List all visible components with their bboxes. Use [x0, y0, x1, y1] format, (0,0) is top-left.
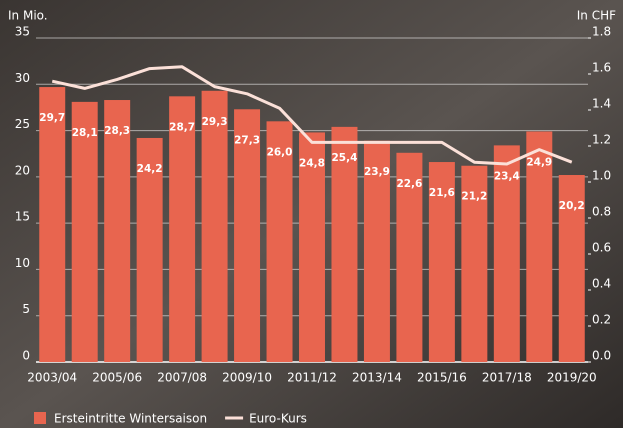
y2-tick-label: 1.8: [592, 25, 611, 39]
x-tick-label: 2015/16: [417, 371, 467, 385]
value-label: 21,2: [461, 191, 487, 203]
y-tick-label: 25: [15, 117, 30, 131]
bar: [39, 87, 66, 362]
y2-tick-label: 0.0: [592, 349, 611, 363]
value-label: 23,4: [494, 170, 520, 182]
value-label: 28,3: [104, 125, 130, 137]
x-tick-label: 2007/08: [157, 371, 207, 385]
x-tick-label: 2013/14: [352, 371, 402, 385]
bar: [299, 132, 325, 362]
y2-axis-label: In CHF: [577, 9, 616, 23]
legend-swatch: [34, 412, 46, 424]
value-label: 20,2: [559, 200, 585, 212]
bar: [71, 101, 98, 363]
bar: [104, 100, 131, 362]
value-label: 24,8: [299, 157, 325, 169]
value-label: 29,3: [202, 116, 228, 128]
x-tick-label: 2009/10: [222, 371, 272, 385]
bar: [461, 165, 488, 362]
value-label: 23,9: [364, 166, 390, 178]
value-label: 25,4: [332, 152, 358, 164]
y2-tick-label: 1.2: [592, 133, 611, 147]
x-tick-label: 2005/06: [92, 371, 142, 385]
legend-label: Ersteintritte Wintersaison: [54, 412, 207, 426]
value-label: 22,6: [396, 178, 422, 190]
y-tick-label: 10: [15, 256, 30, 270]
y-tick-label: 30: [15, 71, 30, 85]
bar: [169, 96, 196, 362]
y2-tick-label: 0.4: [592, 277, 611, 291]
bar: [234, 109, 261, 362]
value-label: 29,7: [39, 112, 65, 124]
y2-tick-label: 1.4: [592, 97, 611, 111]
y-tick-label: 15: [15, 210, 30, 224]
x-tick-label: 2003/04: [27, 371, 77, 385]
x-tick-label: 2017/18: [482, 371, 532, 385]
bar: [493, 145, 520, 362]
y2-tick-label: 0.2: [592, 313, 611, 327]
legend-label: Euro-Kurs: [249, 412, 307, 426]
y-tick-label: 0: [22, 349, 30, 363]
y-tick-label: 20: [15, 163, 30, 177]
y2-tick-label: 0.6: [592, 241, 611, 255]
bar: [266, 121, 293, 362]
bar: [201, 90, 228, 362]
bar: [396, 152, 423, 362]
line: [51, 65, 573, 166]
y2-tick-label: 0.8: [592, 205, 611, 219]
bar: [428, 162, 455, 362]
value-label: 21,6: [429, 187, 455, 199]
bar: [526, 131, 553, 362]
x-tick-label: 2011/12: [287, 371, 337, 385]
bar: [331, 126, 358, 363]
y-axis-label: In Mio.: [8, 9, 48, 23]
y-tick-label: 5: [22, 302, 30, 316]
value-label: 27,3: [234, 134, 260, 146]
bar: [136, 137, 163, 362]
value-label: 28,1: [72, 127, 98, 139]
value-label: 24,2: [137, 163, 163, 175]
bar: [363, 140, 390, 362]
y-tick-label: 35: [15, 25, 30, 39]
value-label: 24,9: [526, 156, 552, 168]
value-label: 26,0: [267, 146, 293, 158]
y2-tick-label: 1.6: [592, 61, 611, 75]
x-tick-label: 2019/20: [547, 371, 597, 385]
y2-tick-label: 1.0: [592, 169, 611, 183]
bar: [558, 175, 585, 362]
value-label: 28,7: [169, 121, 195, 133]
